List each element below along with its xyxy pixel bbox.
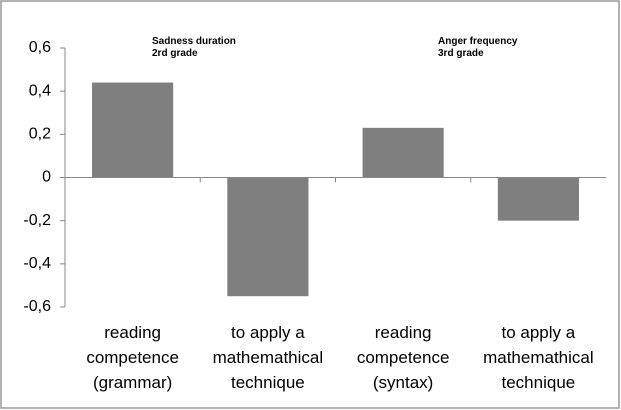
y-tick-label: 0,2 — [29, 126, 51, 143]
annotation: Anger frequency 3rd grade — [438, 36, 518, 59]
x-tick-label: reading competence (grammar) — [86, 323, 179, 392]
bar — [362, 127, 444, 178]
bar — [497, 177, 579, 221]
bar — [227, 177, 309, 297]
bar — [92, 82, 174, 178]
x-tick-label: to apply a mathemathical technique — [212, 323, 324, 392]
y-tick-label: -0,4 — [23, 255, 51, 272]
y-tick-label: -0,6 — [23, 298, 51, 315]
y-tick-label: 0,6 — [29, 39, 51, 56]
x-tick-label: to apply a mathemathical technique — [483, 323, 594, 392]
y-tick-label: -0,2 — [23, 212, 51, 229]
y-tick-label: 0 — [42, 169, 51, 186]
y-tick-label: 0,4 — [29, 82, 51, 99]
annotation: Sadness duration 2rd grade — [152, 36, 236, 59]
x-tick-label: reading competence (syntax) — [356, 323, 450, 392]
